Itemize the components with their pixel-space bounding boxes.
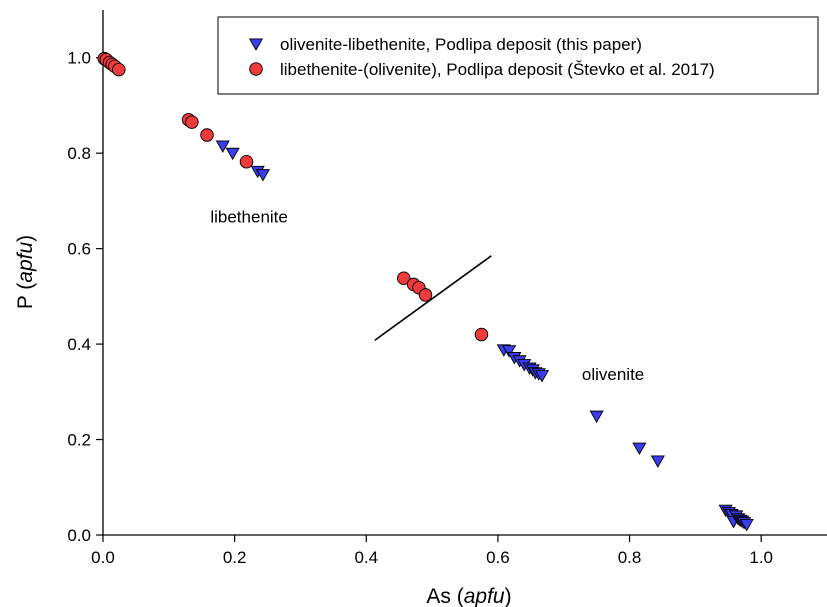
legend-label: olivenite-libethenite, Podlipa deposit (… <box>280 35 642 54</box>
x-tick-label: 0.0 <box>91 548 115 567</box>
legend-marker-circle <box>249 62 263 76</box>
x-tick-label: 0.4 <box>354 548 378 567</box>
olivenite-point <box>650 455 665 468</box>
libethenite-point <box>418 288 433 302</box>
olivenite-point <box>255 169 271 182</box>
legend-label: libethenite-(olivenite), Podlipa deposit… <box>280 60 715 79</box>
legend-box <box>217 16 819 95</box>
olivenite-point <box>534 370 550 383</box>
olivenite-point <box>502 345 517 358</box>
x-tick-label: 0.2 <box>223 548 247 567</box>
olivenite-point <box>225 147 240 161</box>
y-tick-label: 0.6 <box>67 240 91 259</box>
libethenite-point <box>397 271 411 285</box>
x-tick-label: 0.6 <box>486 548 510 567</box>
y-tick-label: 0.8 <box>67 144 91 163</box>
x-tick-label: 0.8 <box>618 548 642 567</box>
axes: 0.0 0.2 0.4 0.6 0.8 1.0 0.0 0.2 0.4 0.6 0.8 1.0 <box>67 10 827 567</box>
boundary-line <box>374 255 492 341</box>
legend: olivenite-libethenite, Podlipa deposit (… <box>217 16 819 95</box>
annotation-olivenite: olivenite <box>582 365 644 384</box>
annotation-libethenite: libethenite <box>210 207 288 226</box>
y-axis-label: P (apfu) <box>14 235 37 309</box>
olivenite-point <box>589 410 604 424</box>
y-tick-label: 1.0 <box>67 49 91 68</box>
olivenite-point <box>632 442 647 456</box>
libethenite-point <box>200 128 214 142</box>
libethenite-point <box>112 62 126 77</box>
libethenite-point <box>239 155 254 169</box>
libethenite-point <box>474 327 489 342</box>
y-tick-label: 0.2 <box>67 431 91 450</box>
plot-area: libethenite olivenite <box>97 51 754 532</box>
legend-marker-triangle <box>248 38 264 51</box>
olivenite-point <box>215 140 230 153</box>
olivenite-point <box>739 519 754 532</box>
y-tick-label: 0.0 <box>67 526 91 545</box>
libethenite-point <box>185 115 199 129</box>
x-tick-label: 1.0 <box>749 548 773 567</box>
y-tick-label: 0.4 <box>67 335 91 354</box>
x-axis-label: As (apfu) <box>426 585 511 607</box>
